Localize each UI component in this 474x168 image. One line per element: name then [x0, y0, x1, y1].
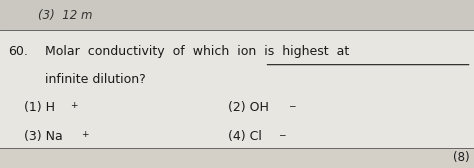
- FancyBboxPatch shape: [0, 148, 474, 168]
- Text: −: −: [288, 101, 296, 110]
- Text: (4) Cl: (4) Cl: [228, 130, 261, 143]
- Text: Molar  conductivity  of  which  ion  is  highest  at: Molar conductivity of which ion is highe…: [45, 45, 349, 57]
- Text: (3) Na: (3) Na: [24, 130, 63, 143]
- Text: infinite dilution?: infinite dilution?: [45, 73, 146, 86]
- Text: +: +: [70, 101, 78, 110]
- Text: (3)  12 m: (3) 12 m: [38, 9, 92, 22]
- Text: −: −: [278, 130, 286, 139]
- Text: (8): (8): [453, 151, 469, 164]
- Text: +: +: [82, 130, 89, 139]
- Text: 60.: 60.: [9, 45, 28, 57]
- FancyBboxPatch shape: [0, 0, 474, 30]
- Text: (1) H: (1) H: [24, 101, 55, 114]
- Text: (2) OH: (2) OH: [228, 101, 268, 114]
